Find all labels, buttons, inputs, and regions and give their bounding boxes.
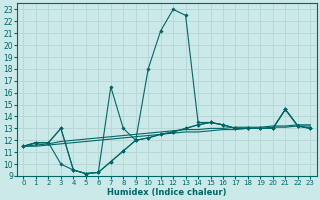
X-axis label: Humidex (Indice chaleur): Humidex (Indice chaleur) [107, 188, 227, 197]
